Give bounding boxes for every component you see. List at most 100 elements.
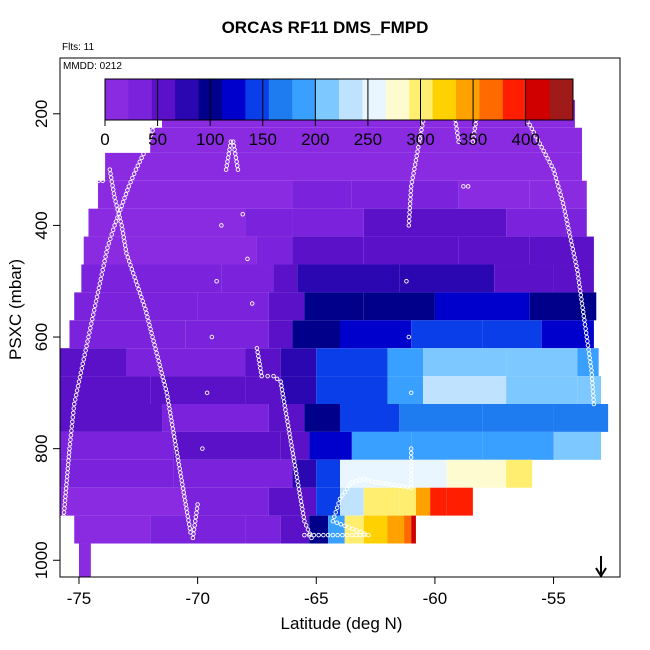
track-point [225, 159, 230, 164]
colorbar-tick-label: 200 [301, 130, 329, 149]
track-point [227, 147, 232, 152]
track-point [136, 286, 141, 292]
colorbar-swatch [222, 79, 227, 120]
track-point [575, 267, 580, 273]
track-point [144, 143, 150, 149]
track-point [154, 350, 159, 356]
track-point [98, 276, 104, 282]
colorbar-swatch [315, 79, 320, 120]
track-point [88, 325, 93, 331]
track-point [235, 167, 241, 172]
track-point [200, 446, 205, 451]
track-point [92, 303, 98, 309]
colorbar-swatch [514, 79, 519, 120]
track-point [105, 245, 110, 250]
direction-arrow [595, 556, 607, 578]
track-point [148, 326, 153, 332]
colorbar-swatch [440, 79, 445, 120]
track-point [128, 263, 133, 268]
track-point [119, 203, 124, 209]
track-point [572, 255, 577, 260]
heatmap-cell [173, 459, 293, 488]
colorbar-swatch [147, 79, 153, 120]
track-point [357, 478, 363, 483]
colorbar-swatch [206, 79, 211, 120]
track-point [108, 175, 114, 180]
track-point [125, 188, 130, 193]
track-point [110, 187, 116, 192]
track-point [583, 326, 588, 331]
colorbar-swatch [190, 79, 196, 120]
colorbar-swatch [105, 79, 110, 120]
heatmap-cell [83, 236, 257, 265]
heatmap-cell [577, 348, 599, 377]
track-point [233, 155, 239, 160]
track-point [577, 284, 582, 290]
track-point [71, 410, 76, 416]
track-point [589, 372, 595, 377]
colorbar-swatch [136, 79, 141, 120]
track-point [230, 139, 236, 144]
colorbar: 0 50 100 150 200 250 300 350 400 [100, 78, 574, 149]
track-point [545, 156, 550, 161]
track-point [407, 214, 412, 219]
track-point [417, 136, 423, 141]
heatmap-cell [506, 376, 578, 404]
track-point [258, 369, 264, 375]
track-point [130, 271, 136, 276]
heatmap-cell [60, 431, 174, 460]
heatmap-cell [363, 236, 459, 265]
track-point [580, 309, 586, 315]
track-point [78, 370, 84, 375]
track-point [547, 159, 552, 165]
track-point [590, 380, 595, 386]
track-point [332, 514, 337, 519]
colorbar-swatch [350, 79, 356, 120]
track-point [535, 137, 540, 143]
track-point [101, 263, 106, 268]
y-axis: 200 400 600 800 1000 [32, 100, 61, 579]
colorbar-swatch [526, 79, 531, 120]
track-point [144, 310, 149, 316]
track-point [325, 532, 331, 538]
track-point [470, 139, 476, 144]
track-point [88, 178, 93, 184]
track-point [566, 225, 571, 231]
colorbar-swatch [292, 79, 297, 120]
heatmap-cell [411, 515, 416, 544]
track-point [563, 213, 568, 218]
track-point [537, 141, 542, 146]
track-point [187, 526, 193, 531]
track-point [410, 175, 416, 180]
track-point [156, 358, 161, 364]
track-point [454, 126, 459, 131]
colorbar-swatch [300, 79, 305, 120]
x-tick-label: -55 [541, 589, 566, 608]
track-point [337, 496, 343, 502]
track-point [562, 209, 568, 214]
track-point [109, 232, 114, 237]
heatmap-cell [399, 487, 416, 516]
track-point [549, 163, 554, 169]
track-point [122, 195, 127, 201]
colorbar-swatch [452, 79, 457, 120]
track-point [585, 338, 590, 344]
colorbar-swatch [167, 79, 172, 120]
heatmap-cell [150, 127, 583, 153]
heatmap-cell [280, 348, 317, 377]
heatmap-cell [351, 180, 459, 209]
x-tick-label: -65 [304, 589, 329, 608]
track-point [554, 179, 560, 185]
track-point [123, 247, 129, 252]
heatmap-cell [411, 320, 483, 349]
colorbar-swatch [179, 79, 184, 120]
track-point [118, 219, 123, 224]
track-point [69, 424, 75, 429]
track-point [259, 373, 264, 379]
track-point [456, 139, 461, 144]
heatmap-cell [316, 459, 340, 488]
track-point [416, 145, 421, 150]
track-point [110, 227, 116, 233]
track-point [408, 197, 413, 202]
track-point [141, 151, 146, 157]
